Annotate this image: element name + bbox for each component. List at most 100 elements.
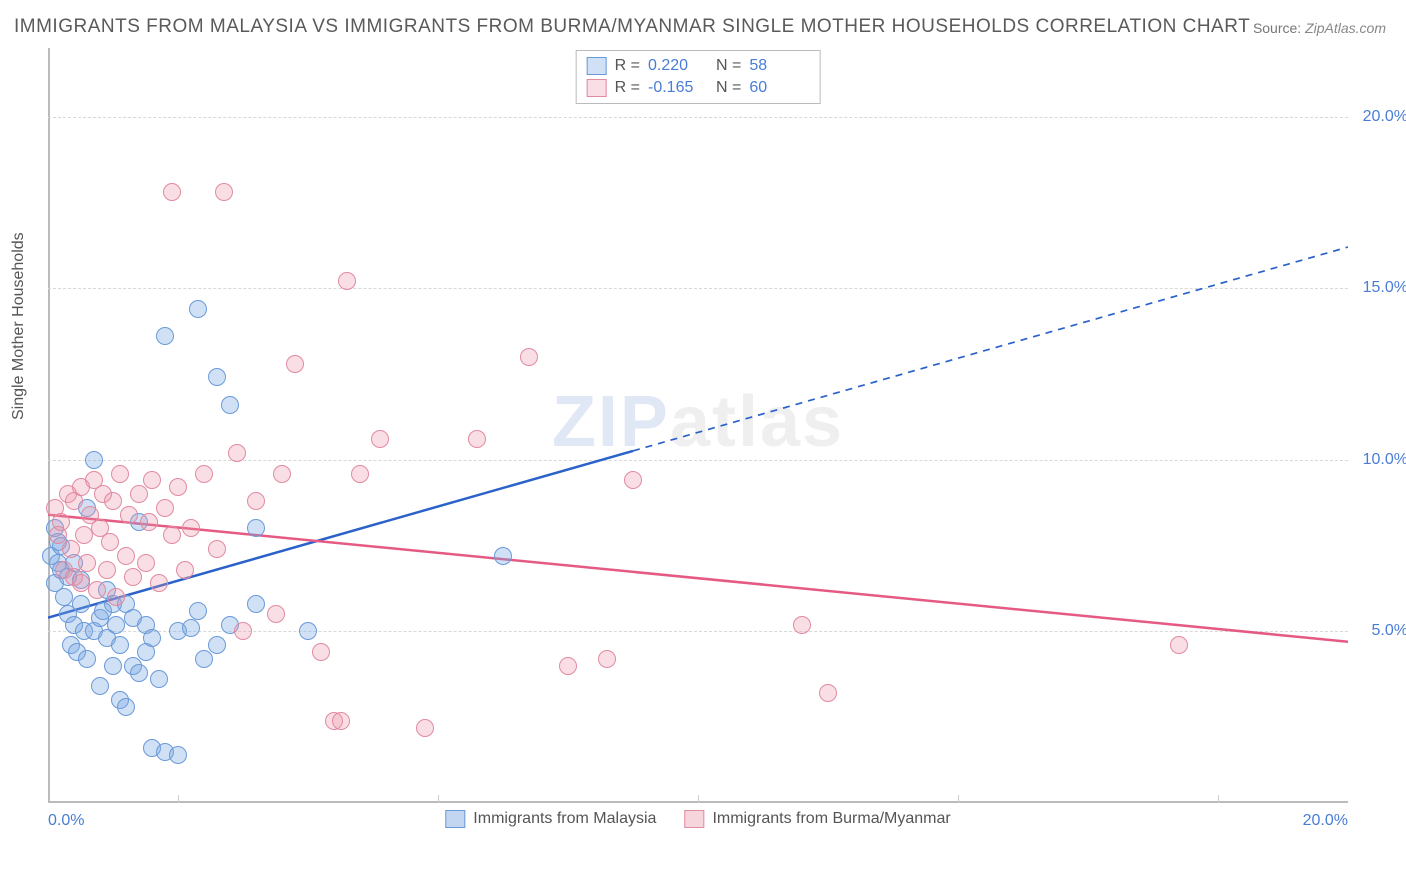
stats-legend-row: R = 0.220 N = 58 xyxy=(587,55,810,77)
series-legend: Immigrants from Malaysia Immigrants from … xyxy=(445,810,950,828)
data-point xyxy=(195,465,213,483)
data-point xyxy=(468,430,486,448)
data-point xyxy=(221,396,239,414)
data-point xyxy=(143,471,161,489)
data-point xyxy=(299,622,317,640)
data-point xyxy=(85,451,103,469)
data-point xyxy=(234,622,252,640)
r-value: -0.165 xyxy=(648,79,708,97)
data-point xyxy=(107,588,125,606)
n-value: 58 xyxy=(749,57,809,75)
chart-area: ZIPatlas 5.0%10.0%15.0%20.0%0.0%20.0% R … xyxy=(48,48,1348,828)
data-point xyxy=(273,465,291,483)
data-point xyxy=(111,636,129,654)
data-point xyxy=(598,650,616,668)
data-point xyxy=(338,272,356,290)
legend-swatch xyxy=(445,810,465,828)
data-point xyxy=(150,670,168,688)
data-point xyxy=(169,478,187,496)
data-point xyxy=(494,547,512,565)
source-label: Source: xyxy=(1253,20,1301,36)
x-tick-label: 0.0% xyxy=(48,812,84,830)
y-tick-label: 10.0% xyxy=(1363,451,1406,469)
data-point xyxy=(208,368,226,386)
trend-line-dashed xyxy=(633,247,1348,451)
data-point xyxy=(247,595,265,613)
legend-swatch xyxy=(587,79,607,97)
data-point xyxy=(208,540,226,558)
data-point xyxy=(189,300,207,318)
data-point xyxy=(371,430,389,448)
data-point xyxy=(176,561,194,579)
data-point xyxy=(156,327,174,345)
data-point xyxy=(88,581,106,599)
data-point xyxy=(169,746,187,764)
y-tick-label: 15.0% xyxy=(1363,279,1406,297)
data-point xyxy=(332,712,350,730)
data-point xyxy=(111,465,129,483)
data-point xyxy=(189,602,207,620)
data-point xyxy=(78,554,96,572)
data-point xyxy=(91,677,109,695)
data-point xyxy=(130,664,148,682)
data-point xyxy=(819,684,837,702)
plot-region: ZIPatlas 5.0%10.0%15.0%20.0%0.0%20.0% xyxy=(48,48,1348,828)
legend-item: Immigrants from Malaysia xyxy=(445,810,656,828)
data-point xyxy=(120,506,138,524)
data-point xyxy=(195,650,213,668)
data-point xyxy=(559,657,577,675)
trend-line-solid xyxy=(48,451,633,618)
data-point xyxy=(137,554,155,572)
y-tick-label: 5.0% xyxy=(1372,622,1406,640)
data-point xyxy=(98,561,116,579)
data-point xyxy=(117,547,135,565)
data-point xyxy=(52,513,70,531)
data-point xyxy=(215,183,233,201)
y-axis-label: Single Mother Households xyxy=(10,232,28,420)
stats-legend: R =0.220N =58R =-0.165N =60 xyxy=(576,50,821,104)
data-point xyxy=(150,574,168,592)
data-point xyxy=(1170,636,1188,654)
data-point xyxy=(624,471,642,489)
data-point xyxy=(312,643,330,661)
legend-swatch xyxy=(587,57,607,75)
data-point xyxy=(208,636,226,654)
data-point xyxy=(163,526,181,544)
data-point xyxy=(130,485,148,503)
data-point xyxy=(228,444,246,462)
data-point xyxy=(163,183,181,201)
data-point xyxy=(143,629,161,647)
n-label: N = xyxy=(716,57,741,75)
stats-legend-row: R =-0.165N =60 xyxy=(587,77,810,99)
data-point xyxy=(140,513,158,531)
data-point xyxy=(156,499,174,517)
r-label: R = xyxy=(615,79,640,97)
r-label: R = xyxy=(615,57,640,75)
trend-overlay xyxy=(48,48,1348,803)
y-tick-label: 20.0% xyxy=(1363,108,1406,126)
data-point xyxy=(182,619,200,637)
data-point xyxy=(182,519,200,537)
data-point xyxy=(104,492,122,510)
data-point xyxy=(351,465,369,483)
n-label: N = xyxy=(716,79,741,97)
source-value: ZipAtlas.com xyxy=(1305,20,1386,36)
data-point xyxy=(124,568,142,586)
data-point xyxy=(62,540,80,558)
r-value: 0.220 xyxy=(648,57,708,75)
data-point xyxy=(520,348,538,366)
data-point xyxy=(104,657,122,675)
source-credit: Source: ZipAtlas.com xyxy=(1253,20,1386,36)
x-tick-label: 20.0% xyxy=(1303,812,1348,830)
data-point xyxy=(286,355,304,373)
data-point xyxy=(247,492,265,510)
data-point xyxy=(72,595,90,613)
data-point xyxy=(247,519,265,537)
data-point xyxy=(267,605,285,623)
legend-item: Immigrants from Burma/Myanmar xyxy=(684,810,950,828)
data-point xyxy=(416,719,434,737)
chart-title: IMMIGRANTS FROM MALAYSIA VS IMMIGRANTS F… xyxy=(14,16,1250,38)
legend-label: Immigrants from Malaysia xyxy=(473,810,656,828)
legend-swatch xyxy=(684,810,704,828)
data-point xyxy=(117,698,135,716)
